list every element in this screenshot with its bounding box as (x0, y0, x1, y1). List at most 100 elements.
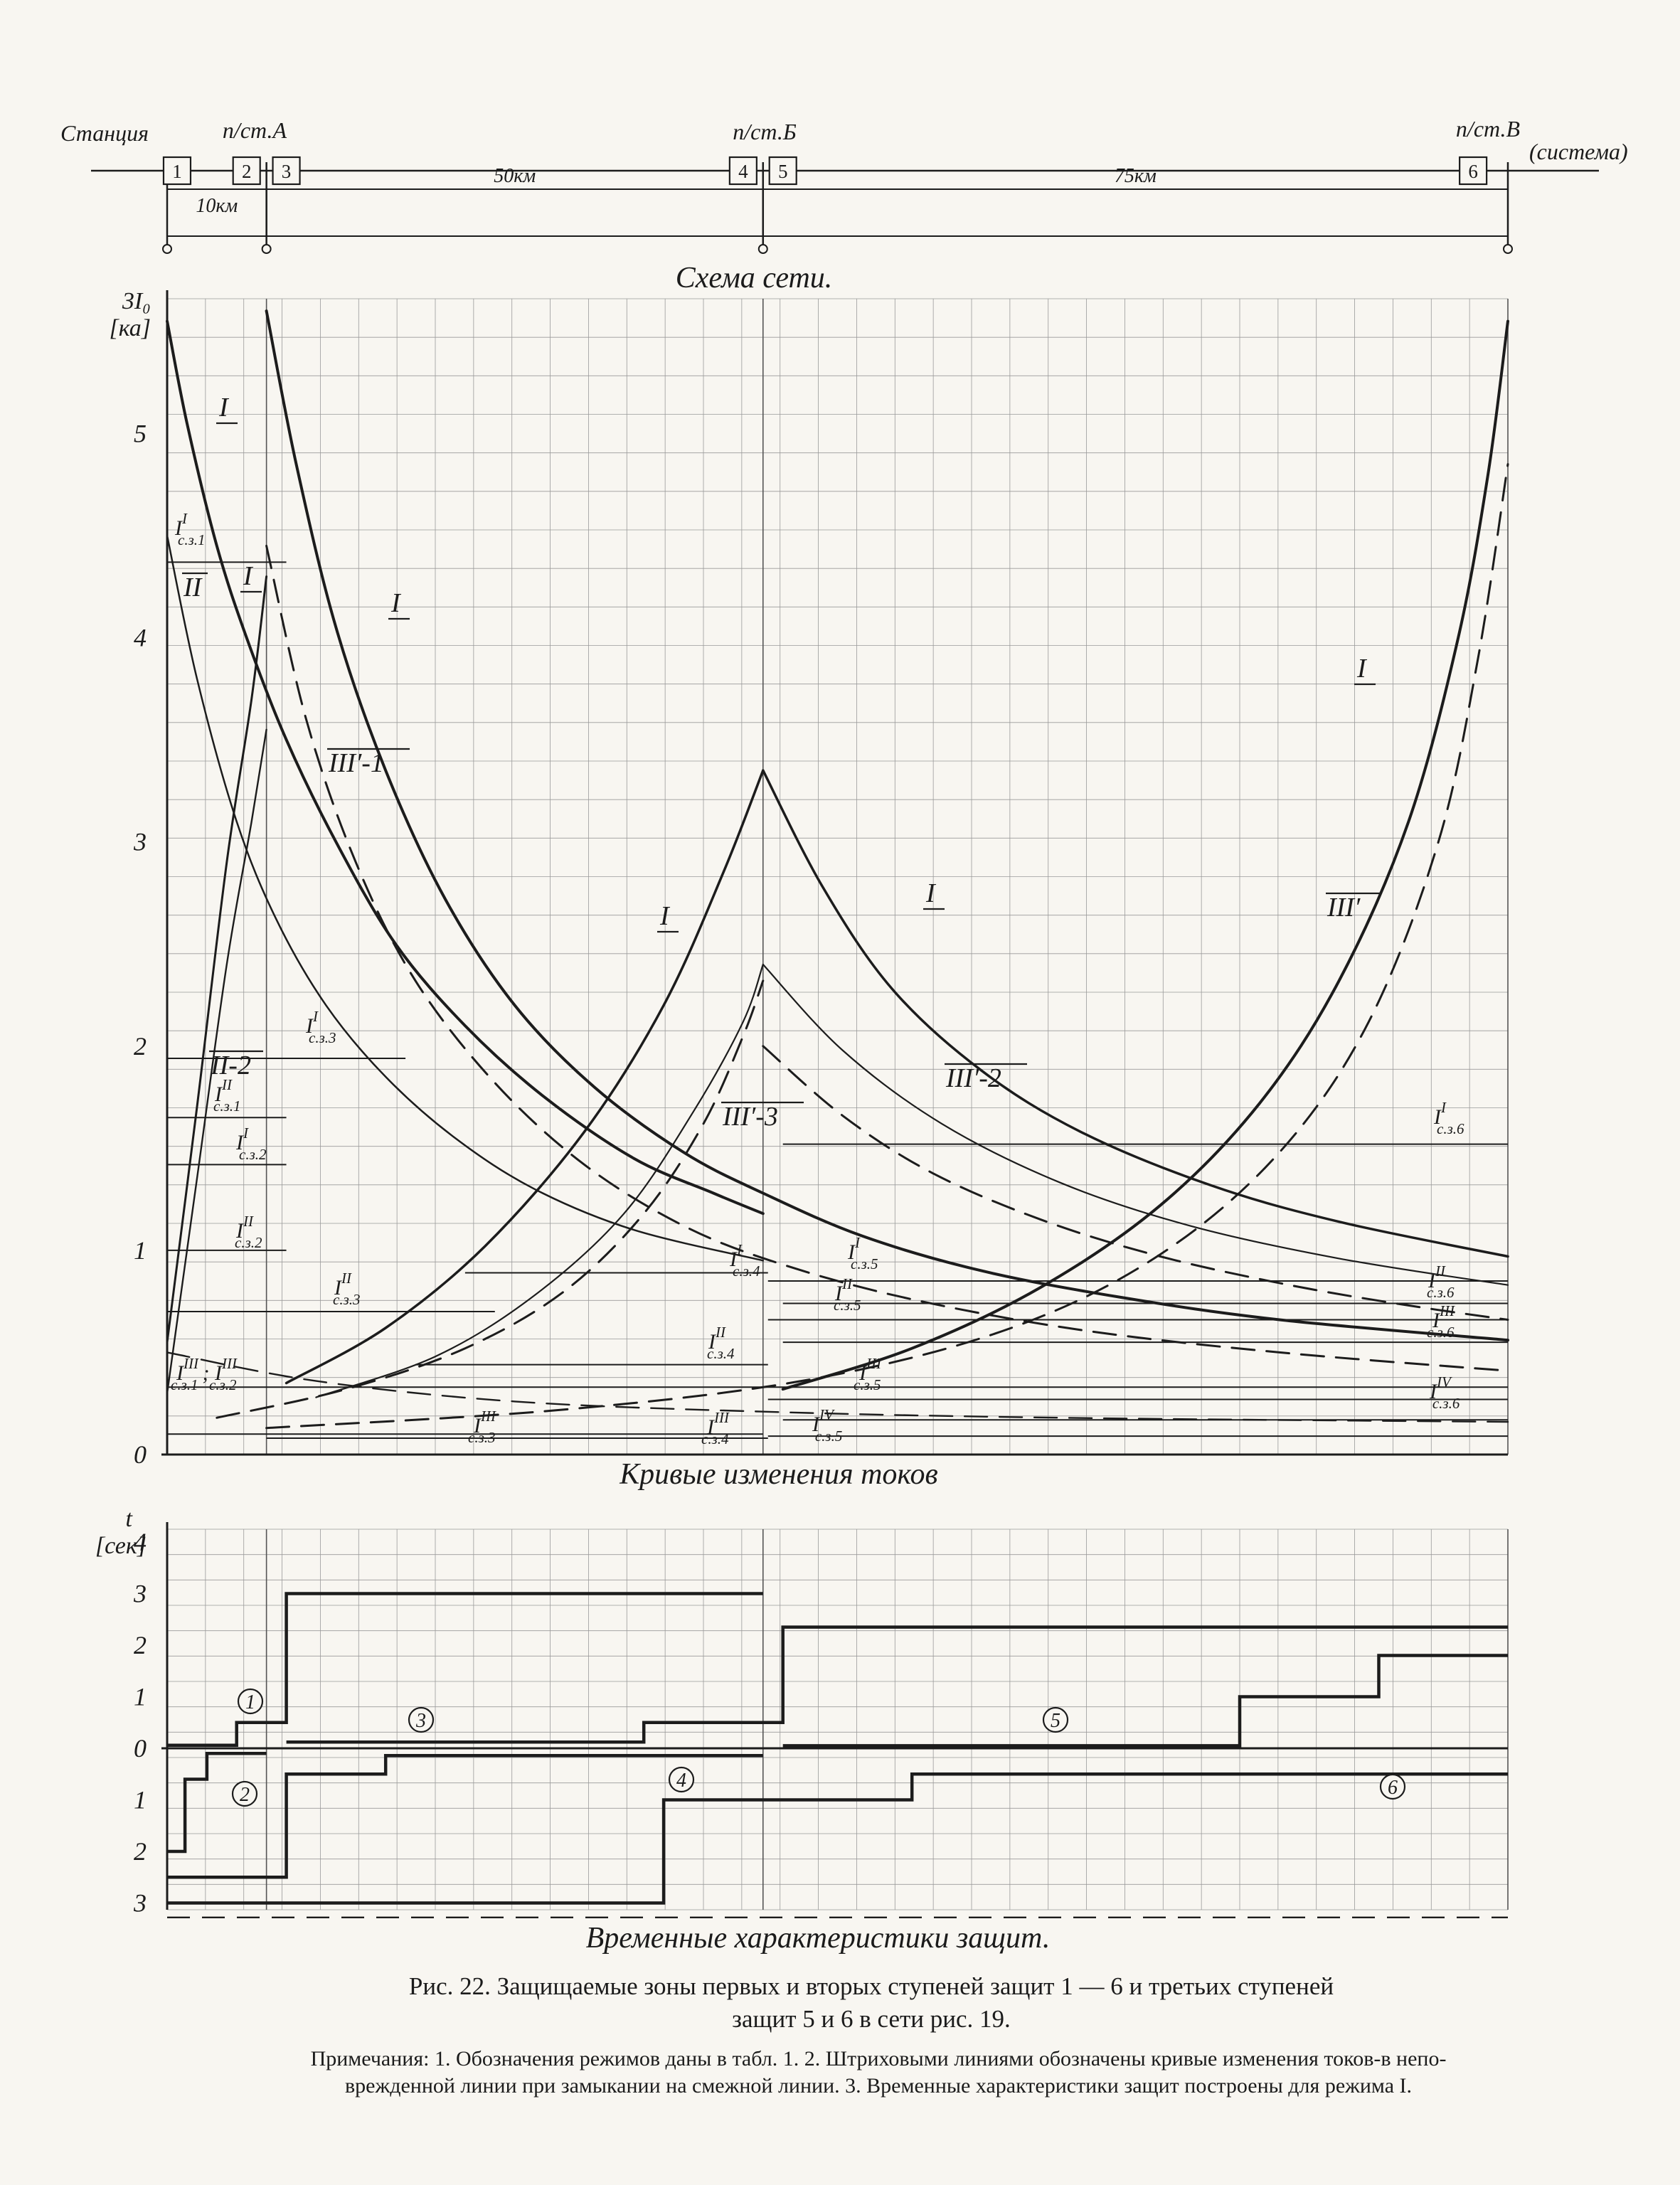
system-label: (система) (1529, 139, 1628, 164)
time-chart-title: Временные характеристики защит. (586, 1922, 1051, 1955)
time-curve-prot4 (167, 1753, 763, 1879)
curve-III-3 (216, 979, 765, 1419)
line-segment (762, 188, 1509, 237)
grid-time (161, 1522, 1509, 1910)
bus-node (261, 244, 272, 254)
curves-main (166, 309, 1509, 1430)
setting-lines: II с.з.1 III с.з.1 II с.з.2 III с.з.2 II с.з.… (167, 510, 1508, 1447)
breaker-number: 2 (242, 161, 252, 182)
network-schematic: 10км 50км 75км Станция п/ст.А п/ст.Б п/ст.В (си… (60, 116, 1628, 254)
time-curve-prot1 (167, 1592, 763, 1747)
curve-II-rise-A (166, 728, 267, 1395)
curve-label: II (183, 573, 203, 602)
station-label: п/ст.А (223, 117, 287, 143)
time-axis-symbol: t (126, 1506, 134, 1532)
protection-number-badge (237, 1688, 264, 1715)
time-curve-prot2 (167, 1752, 267, 1854)
setting-line-label-3-II: III с.з.3 (333, 1270, 365, 1308)
protection-number-badge (408, 1706, 435, 1733)
notes-line1: Примечания: 1. Обозначения режимов даны … (311, 2047, 1447, 2070)
curve-label: I (1356, 654, 1368, 684)
grid-main (161, 290, 1509, 1456)
time-curve-prot5 (782, 1654, 1508, 1748)
station-label: п/ст.В (1456, 116, 1520, 142)
breaker-box (728, 156, 757, 186)
station-label: п/ст.Б (733, 119, 797, 144)
generated-graphics: 10км 50км 75км Станция п/ст.А п/ст.Б п/ст.В (си… (60, 116, 1628, 1918)
breaker-box (272, 156, 301, 186)
curve-label: II-2 (210, 1051, 251, 1080)
curve-label: III′-2 (945, 1063, 1001, 1093)
protection-number-badge (1379, 1773, 1406, 1800)
breaker-box (232, 156, 261, 186)
y-tick-current: 3 (133, 828, 147, 856)
y-tick-time: 1 (134, 1683, 147, 1711)
curve-III-V (265, 463, 1509, 1430)
current-chart-title: Кривые изменения токов (619, 1458, 937, 1491)
setting-line-label-4-II: III с.з.4 (707, 1324, 739, 1362)
y-tick-time: 3 (133, 1580, 147, 1608)
breaker-number: 1 (172, 161, 182, 182)
notes-line2: врежденной линии при замыкании на смежно… (345, 2074, 1412, 2098)
segment-length-label: 75км (1115, 165, 1157, 187)
curve-I-fall-B (762, 769, 1509, 1258)
schematic-title: Схема сети. (676, 262, 833, 294)
curve-label: I (925, 878, 937, 908)
setting-line-label-12-III: IIII с.з.1 ; IIII с.з.2 (171, 1355, 241, 1393)
protection-number-badge (1042, 1706, 1069, 1733)
curve-I-rise-B (285, 769, 765, 1385)
setting-line-label-5-II: III с.з.5 (834, 1275, 866, 1314)
protection-number: 1 (245, 1691, 255, 1713)
protection-number: 6 (1388, 1777, 1398, 1799)
figure-caption-line2: защит 5 и 6 в сети рис. 19. (732, 2005, 1011, 2033)
curve-I-rise-V (781, 319, 1509, 1391)
breaker-box (768, 156, 797, 186)
curve-label: I (390, 588, 402, 618)
breaker-number: 3 (282, 161, 292, 182)
ticks-time: 4 3 2 1 0 1 2 3 (133, 1528, 147, 1918)
y-tick-current: 4 (134, 624, 147, 652)
curve-label: I (218, 393, 230, 422)
protection-number-badge (668, 1766, 695, 1793)
curve-III-flat (166, 1351, 1509, 1423)
protection-number: 3 (415, 1710, 426, 1732)
ticks-main: 5 4 3 2 1 0 (133, 419, 147, 1469)
curve-label: III′-3 (722, 1102, 778, 1132)
curve-III-1 (265, 544, 1509, 1372)
curve-II-rise-B (315, 963, 764, 1398)
setting-line-label-2-I: II с.з.2 (235, 1125, 271, 1163)
time-curve-prot3 (286, 1625, 1508, 1744)
segment-length-label: 50км (494, 165, 536, 187)
setting-line-label-6-IV: IIV с.з.6 (1429, 1373, 1464, 1412)
current-axis-symbol: 3I₀ (122, 288, 151, 314)
curve-I-prot1 (166, 319, 765, 1216)
y-tick-current: 5 (134, 419, 147, 447)
line-segment (265, 188, 764, 237)
setting-line-label-6-II: III с.з.6 (1427, 1262, 1459, 1301)
setting-line-label-1-II: III с.з.1 (213, 1076, 245, 1115)
segment-length-label: 10км (196, 195, 238, 217)
bus-node (757, 244, 768, 254)
setting-line-label-6-I: II с.з.6 (1433, 1099, 1469, 1137)
station-label: Станция (60, 120, 149, 146)
y-tick-time: 3 (133, 1889, 147, 1918)
breaker-number: 4 (738, 161, 748, 182)
y-tick-time: 2 (134, 1631, 147, 1659)
curve-label: I (243, 561, 254, 591)
setting-line-label-1-I: II с.з.1 (174, 510, 210, 548)
curve-I-rise-A (166, 575, 268, 1344)
y-tick-time: 1 (134, 1786, 147, 1814)
breaker-box (1459, 156, 1488, 186)
breaker-number: 5 (778, 161, 788, 182)
y-tick-time: 0 (134, 1734, 147, 1763)
setting-line-label-3-I: II с.з.3 (305, 1008, 341, 1046)
protection-number: 4 (676, 1770, 686, 1792)
protection-number: 2 (240, 1784, 250, 1806)
y-tick-current: 1 (134, 1236, 147, 1265)
setting-line-label-5-I: II с.з.5 (847, 1234, 883, 1272)
setting-line-label-3-III: IIII с.з.3 (468, 1408, 500, 1446)
setting-line-label-5-III: IIII с.з.5 (854, 1355, 886, 1393)
time-axis-unit: [сек] (95, 1533, 147, 1559)
